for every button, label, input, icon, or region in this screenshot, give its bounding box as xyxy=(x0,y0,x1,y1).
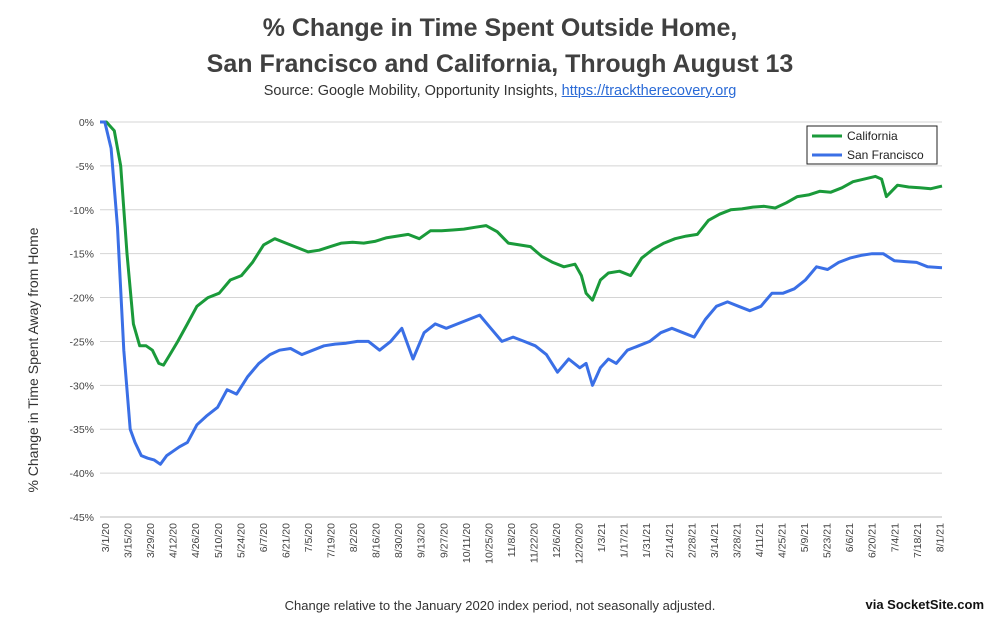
x-tick-label: 2/14/21 xyxy=(664,523,676,558)
legend: California San Francisco xyxy=(806,125,938,165)
x-tick-label: 9/13/20 xyxy=(416,523,428,558)
series-lines xyxy=(100,120,943,466)
x-tick-label: 11/8/20 xyxy=(506,523,518,557)
x-tick-label: 4/25/21 xyxy=(777,523,789,558)
y-tick-label: -25% xyxy=(69,336,94,348)
x-tick-label: 3/28/21 xyxy=(731,523,743,558)
source-text: Source: Google Mobility, Opportunity Ins… xyxy=(263,83,562,99)
y-tick-label: -5% xyxy=(75,161,94,173)
chart-title-line-2: San Francisco and California, Through Au… xyxy=(206,50,794,78)
y-tick-label: -10% xyxy=(69,205,94,217)
x-tick-label: 5/24/20 xyxy=(235,523,247,558)
y-tick-label: -15% xyxy=(69,249,94,261)
y-tick-label: -30% xyxy=(69,380,94,392)
x-tick-label: 4/12/20 xyxy=(168,523,180,558)
legend-label-san-francisco: San Francisco xyxy=(847,148,924,162)
x-tick-label: 8/30/20 xyxy=(393,523,405,558)
y-axis-ticks: 0% -5% -10% -15% -20% -25% -30% -35% -40% -45% xyxy=(69,117,94,524)
x-tick-label: 6/7/20 xyxy=(258,523,270,552)
y-tick-label: -40% xyxy=(69,468,94,480)
x-tick-label: 5/23/21 xyxy=(822,523,834,558)
y-tick-label: -35% xyxy=(69,424,94,436)
x-tick-label: 8/16/20 xyxy=(371,523,383,558)
x-tick-label: 3/15/20 xyxy=(123,523,135,558)
x-tick-label: 11/22/20 xyxy=(528,523,540,563)
x-tick-label: 7/18/21 xyxy=(912,523,924,558)
x-tick-label: 9/27/20 xyxy=(438,523,450,558)
credit-text: via SocketSite.com xyxy=(865,597,985,612)
x-axis-ticks: 3/1/20 3/15/20 3/29/20 4/12/20 4/26/20 5/10/2… xyxy=(100,523,946,564)
x-tick-label: 2/28/21 xyxy=(686,523,698,558)
x-tick-label: 10/25/20 xyxy=(483,523,495,564)
x-tick-label: 3/1/20 xyxy=(100,523,112,552)
x-tick-label: 6/21/20 xyxy=(280,523,292,558)
x-tick-label: 4/26/20 xyxy=(190,523,202,558)
x-tick-label: 3/14/21 xyxy=(709,523,721,558)
x-tick-label: 7/5/20 xyxy=(303,523,315,552)
legend-label-california: California xyxy=(847,129,898,143)
y-tick-label: -45% xyxy=(69,512,94,524)
x-tick-label: 5/9/21 xyxy=(799,523,811,552)
x-tick-label: 8/2/20 xyxy=(348,523,360,552)
gridlines xyxy=(100,121,942,518)
x-tick-label: 3/29/20 xyxy=(145,523,157,558)
legend-box xyxy=(806,125,938,165)
y-tick-label: 0% xyxy=(79,117,94,129)
x-tick-label: 6/20/21 xyxy=(867,523,879,558)
series-line-san-francisco xyxy=(100,120,943,466)
chart-source: Source: Google Mobility, Opportunity Ins… xyxy=(0,83,1000,99)
x-tick-label: 7/19/20 xyxy=(326,523,338,558)
source-link[interactable]: https://tracktherecovery.org xyxy=(561,83,737,99)
x-tick-label: 4/11/21 xyxy=(754,523,766,557)
x-tick-label: 7/4/21 xyxy=(889,523,901,552)
x-tick-label: 6/6/21 xyxy=(844,523,856,552)
series-line-california xyxy=(100,120,943,367)
x-tick-label: 12/6/20 xyxy=(551,523,563,558)
x-tick-label: 5/10/20 xyxy=(213,523,225,558)
y-tick-label: -20% xyxy=(69,293,94,305)
x-tick-label: 12/20/20 xyxy=(574,523,586,564)
x-tick-label: 1/17/21 xyxy=(619,523,631,558)
x-tick-label: 8/1/21 xyxy=(934,523,946,552)
x-tick-label: 1/31/21 xyxy=(641,523,653,558)
chart-title-line-1: % Change in Time Spent Outside Home, xyxy=(262,14,738,42)
x-tick-label: 10/11/20 xyxy=(461,523,473,563)
chart-footnote: Change relative to the January 2020 inde… xyxy=(284,598,716,613)
x-tick-label: 1/3/21 xyxy=(596,523,608,552)
